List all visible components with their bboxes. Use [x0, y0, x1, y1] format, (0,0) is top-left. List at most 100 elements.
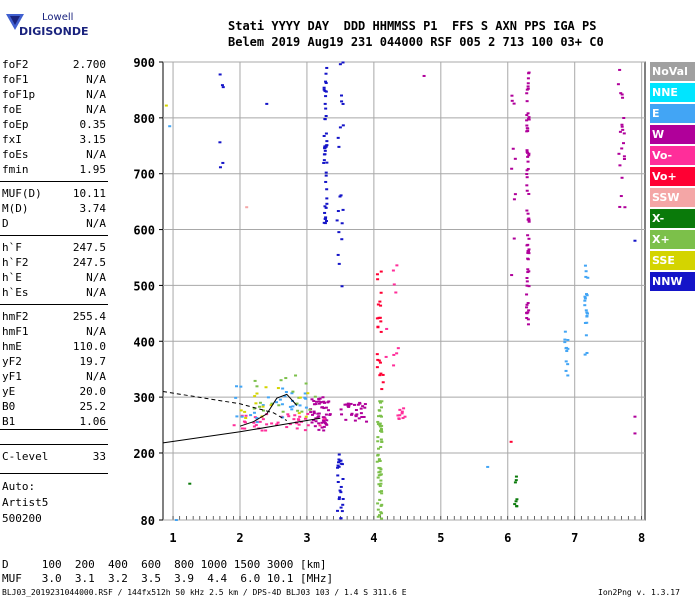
auto-scaling-line: Auto: — [2, 480, 36, 493]
muf-table-distance-row: D 100 200 400 600 800 1000 1500 3000 [km… — [2, 558, 327, 571]
echo-mark — [527, 285, 531, 288]
echo-mark — [288, 423, 292, 426]
echo-mark — [339, 408, 343, 411]
echo-mark — [375, 317, 379, 320]
echo-mark — [526, 155, 530, 158]
echo-mark — [318, 397, 322, 400]
echo-mark — [619, 92, 623, 95]
echo-mark — [280, 403, 284, 406]
echo-mark — [513, 157, 517, 160]
echo-mark — [618, 68, 622, 71]
echo-mark — [525, 114, 529, 117]
param-row: yE 20.0 — [2, 385, 106, 400]
param-row: h`F2 247.5 — [2, 256, 106, 271]
echo-mark — [385, 327, 389, 330]
legend-item: SSE — [650, 251, 695, 270]
echo-mark — [377, 458, 381, 461]
echo-mark — [585, 351, 589, 354]
echo-mark — [261, 405, 265, 408]
echo-mark — [380, 512, 384, 515]
echo-mark — [303, 417, 307, 420]
echo-mark — [377, 471, 381, 474]
echo-mark — [340, 413, 344, 416]
echo-mark — [526, 87, 530, 90]
echo-mark — [265, 423, 269, 426]
param-value: N/A — [86, 271, 106, 284]
echo-mark — [336, 466, 340, 469]
echo-mark — [622, 116, 626, 119]
echo-mark — [337, 496, 341, 499]
echo-mark — [325, 140, 329, 143]
echo-mark — [323, 149, 327, 152]
echo-mark — [376, 440, 380, 443]
echo-mark — [583, 295, 587, 298]
echo-mark — [317, 412, 321, 415]
param-value: N/A — [86, 88, 106, 101]
echo-mark — [325, 188, 329, 191]
echo-mark — [380, 503, 384, 506]
echo-mark — [377, 483, 381, 486]
echo-mark — [324, 72, 328, 75]
echo-mark — [297, 396, 301, 399]
param-row: C-level 33 — [2, 450, 106, 465]
echo-mark — [324, 132, 328, 135]
echo-mark — [218, 166, 222, 169]
y-tick-label: 200 — [133, 447, 155, 461]
echo-mark — [377, 359, 381, 362]
echo-mark — [525, 284, 529, 287]
echo-mark — [325, 423, 329, 426]
echo-mark — [296, 409, 300, 412]
echo-mark — [338, 460, 342, 463]
echo-mark — [363, 403, 367, 406]
param-row: h`F 247.5 — [2, 241, 106, 256]
echo-mark — [264, 386, 268, 389]
echo-mark — [379, 304, 383, 307]
param-label: hmE — [2, 340, 22, 353]
echo-mark — [322, 161, 326, 164]
y-tick-label: 400 — [133, 335, 155, 349]
echo-mark — [622, 155, 626, 158]
echo-mark — [620, 125, 624, 128]
echo-mark — [378, 514, 382, 517]
echo-mark — [512, 198, 516, 201]
echo-mark — [310, 398, 314, 401]
echo-mark — [300, 410, 304, 413]
echo-mark — [347, 404, 351, 407]
echo-mark — [323, 205, 327, 208]
echo-mark — [376, 303, 380, 306]
echo-mark — [324, 115, 328, 118]
echo-mark — [341, 498, 345, 501]
echo-mark — [341, 477, 345, 480]
echo-mark — [510, 99, 514, 102]
param-row: foF1p N/A — [2, 88, 106, 103]
echo-mark — [511, 147, 515, 150]
echo-mark — [306, 392, 310, 395]
echo-mark — [168, 125, 172, 128]
echo-mark — [269, 404, 273, 407]
echo-mark — [376, 326, 380, 329]
param-value: N/A — [86, 148, 106, 161]
header-row-1: Stati YYYY DAY DDD HHMMSS P1 FFS S AXN P… — [228, 19, 597, 33]
echo-mark — [378, 374, 382, 377]
echo-mark — [265, 102, 269, 105]
echo-mark — [525, 150, 529, 153]
echo-mark — [583, 304, 587, 307]
echo-mark — [379, 401, 383, 404]
echo-mark — [325, 197, 329, 200]
echo-mark — [336, 474, 340, 477]
echo-mark — [252, 425, 256, 428]
echo-mark — [255, 385, 259, 388]
param-value: 1.06 — [79, 415, 107, 428]
separator — [0, 235, 108, 236]
param-row: yF2 19.7 — [2, 355, 106, 370]
param-label: hmF1 — [2, 325, 29, 338]
echo-mark — [303, 392, 307, 395]
echo-mark — [526, 167, 530, 170]
echo-mark — [341, 102, 345, 105]
echo-mark — [359, 412, 363, 415]
echo-mark — [323, 102, 327, 105]
echo-mark — [298, 404, 302, 407]
x-tick-label: 7 — [571, 531, 578, 545]
digisonde-logo-icon — [6, 14, 24, 30]
echo-mark — [510, 94, 514, 97]
